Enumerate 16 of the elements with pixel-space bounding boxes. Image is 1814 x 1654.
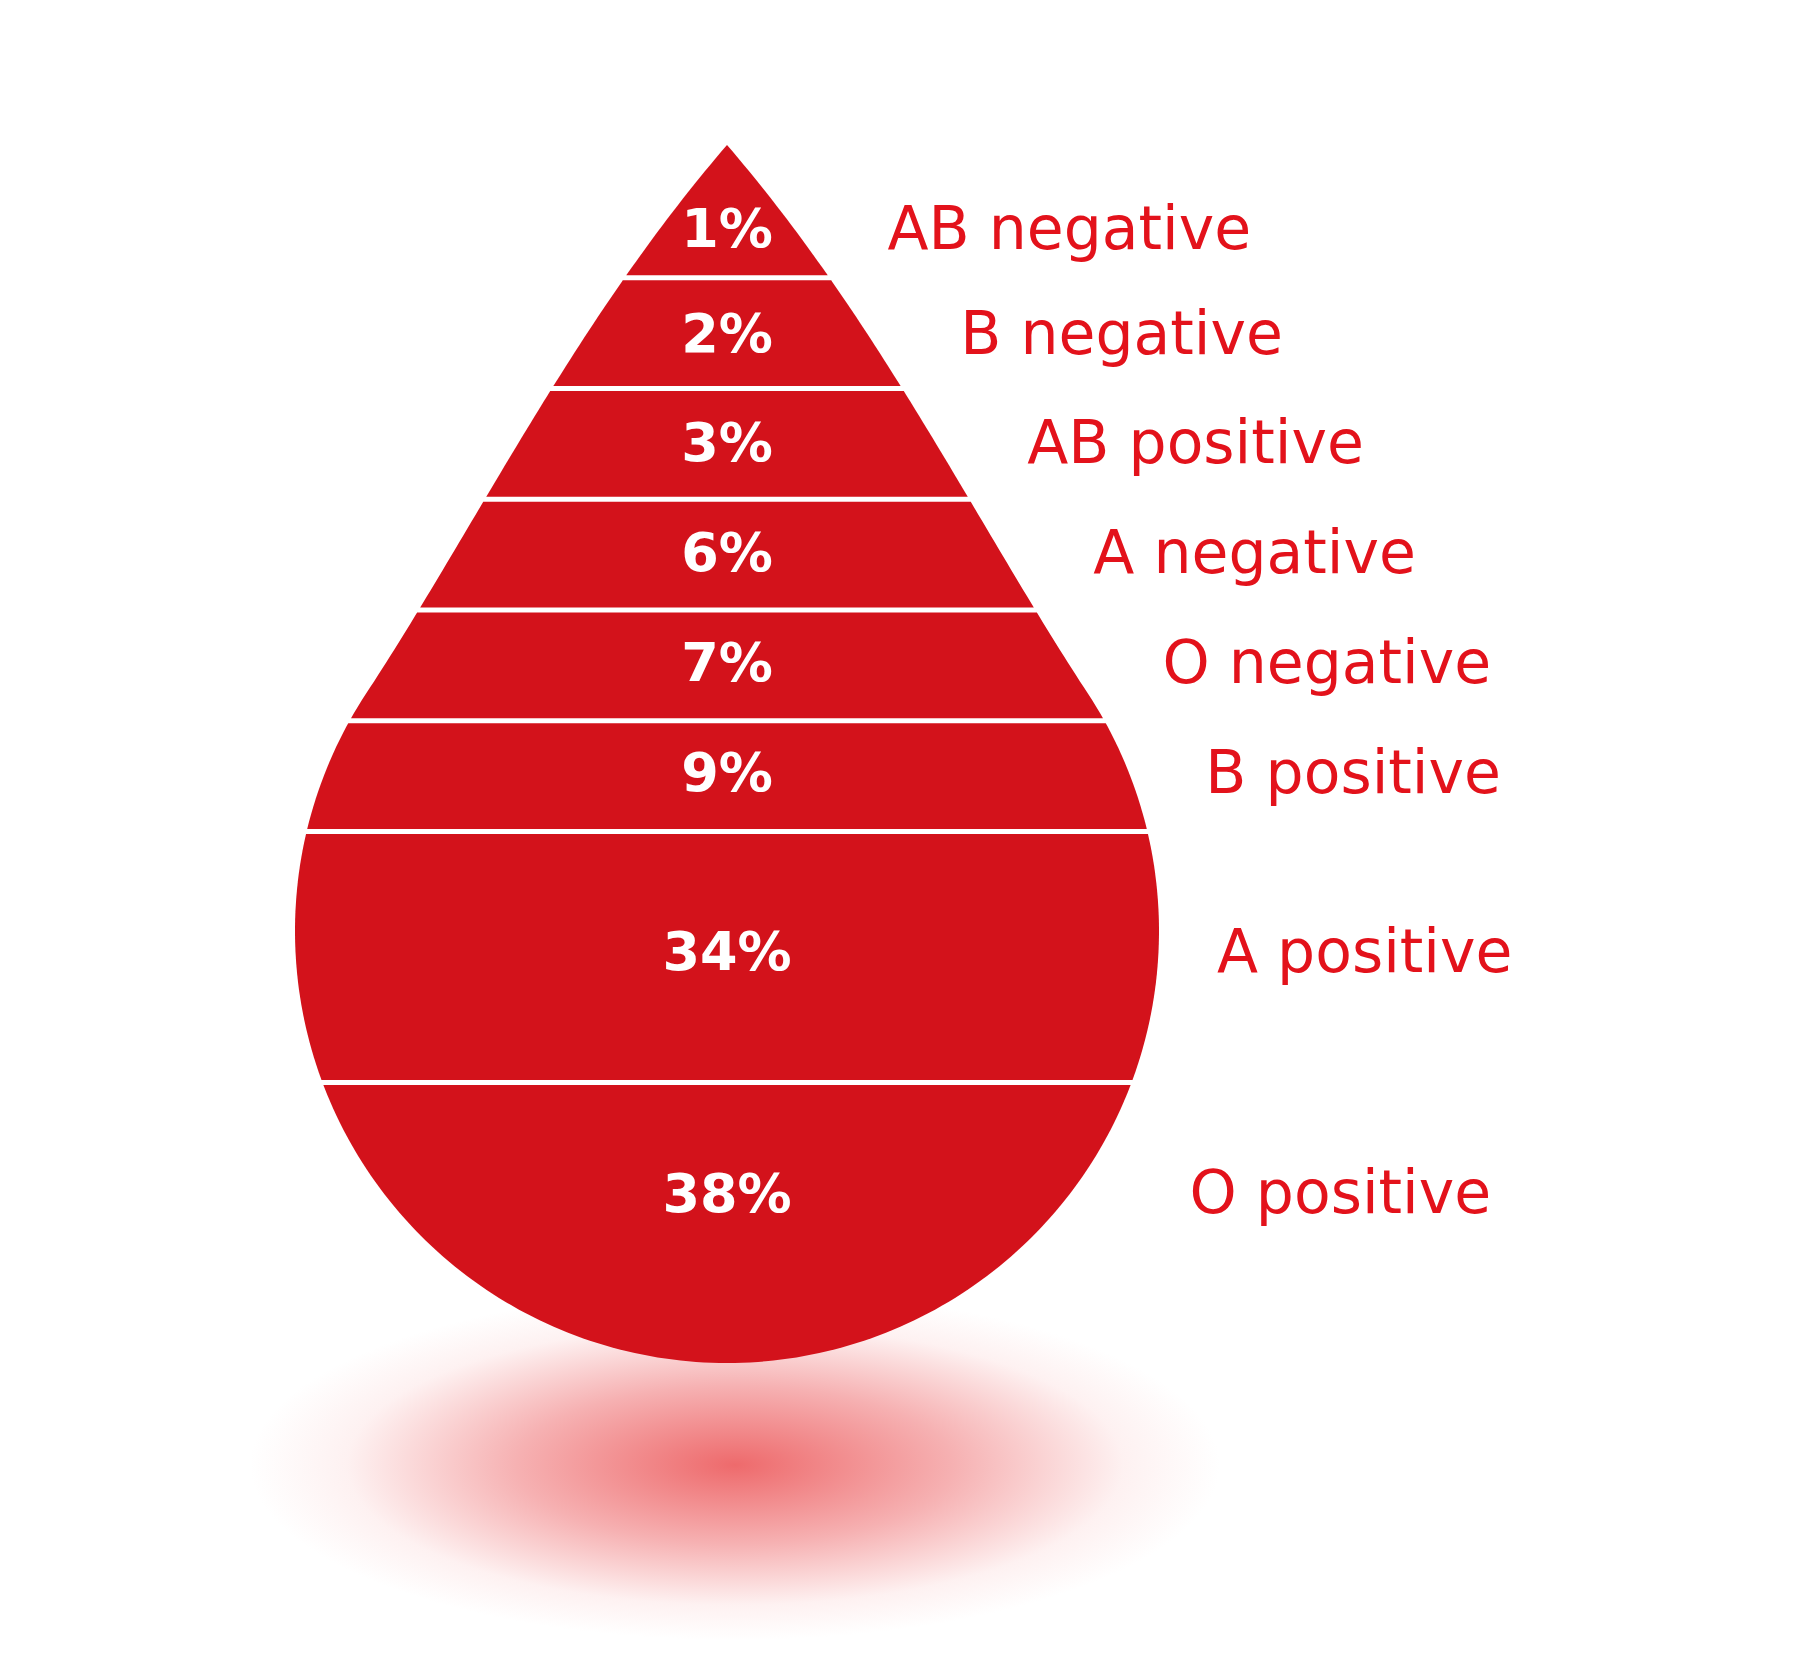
data-label: 7% [681,631,773,695]
data-label: 34% [662,920,792,984]
data-label: 38% [662,1161,792,1225]
category-label: B negative [960,297,1283,368]
category-label: A positive [1216,915,1513,986]
data-label: 2% [681,302,773,366]
data-label: 6% [681,520,773,584]
category-label: O negative [1162,626,1492,697]
category-label: O positive [1189,1157,1492,1228]
category-label: AB negative [887,192,1252,263]
category-label: A negative [1093,516,1416,587]
data-label: 1% [681,197,773,261]
category-label: AB positive [1027,406,1364,477]
data-label: 9% [681,741,773,805]
data-label: 3% [681,411,773,475]
category-label: B positive [1205,736,1501,807]
